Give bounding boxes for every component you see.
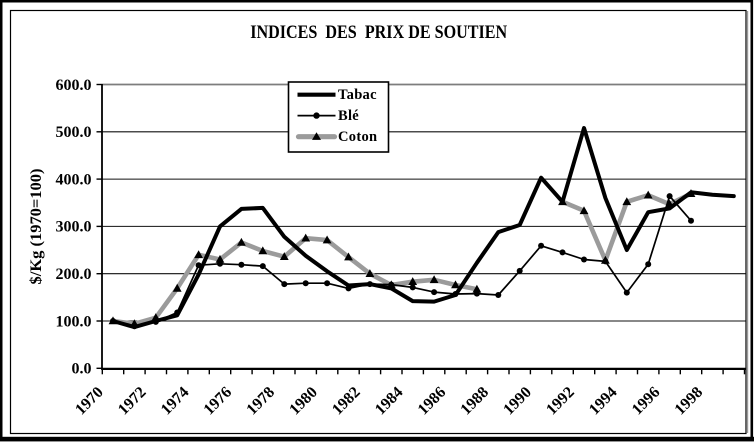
svg-text:INDICES DES PRIX DE SOUTIEN: INDICES DES PRIX DE SOUTIEN [250,23,508,43]
svg-text:200.0: 200.0 [56,266,92,283]
svg-text:Coton: Coton [338,129,377,145]
svg-text:500.0: 500.0 [56,124,92,141]
svg-text:$/Kg (1970=100): $/Kg (1970=100) [28,169,45,285]
svg-text:400.0: 400.0 [56,171,92,188]
svg-text:100.0: 100.0 [56,313,92,330]
svg-text:0.0: 0.0 [72,361,92,378]
svg-text:Blé: Blé [338,108,359,124]
svg-text:300.0: 300.0 [56,219,92,236]
svg-text:Tabac: Tabac [338,87,377,103]
svg-text:600.0: 600.0 [56,77,92,94]
